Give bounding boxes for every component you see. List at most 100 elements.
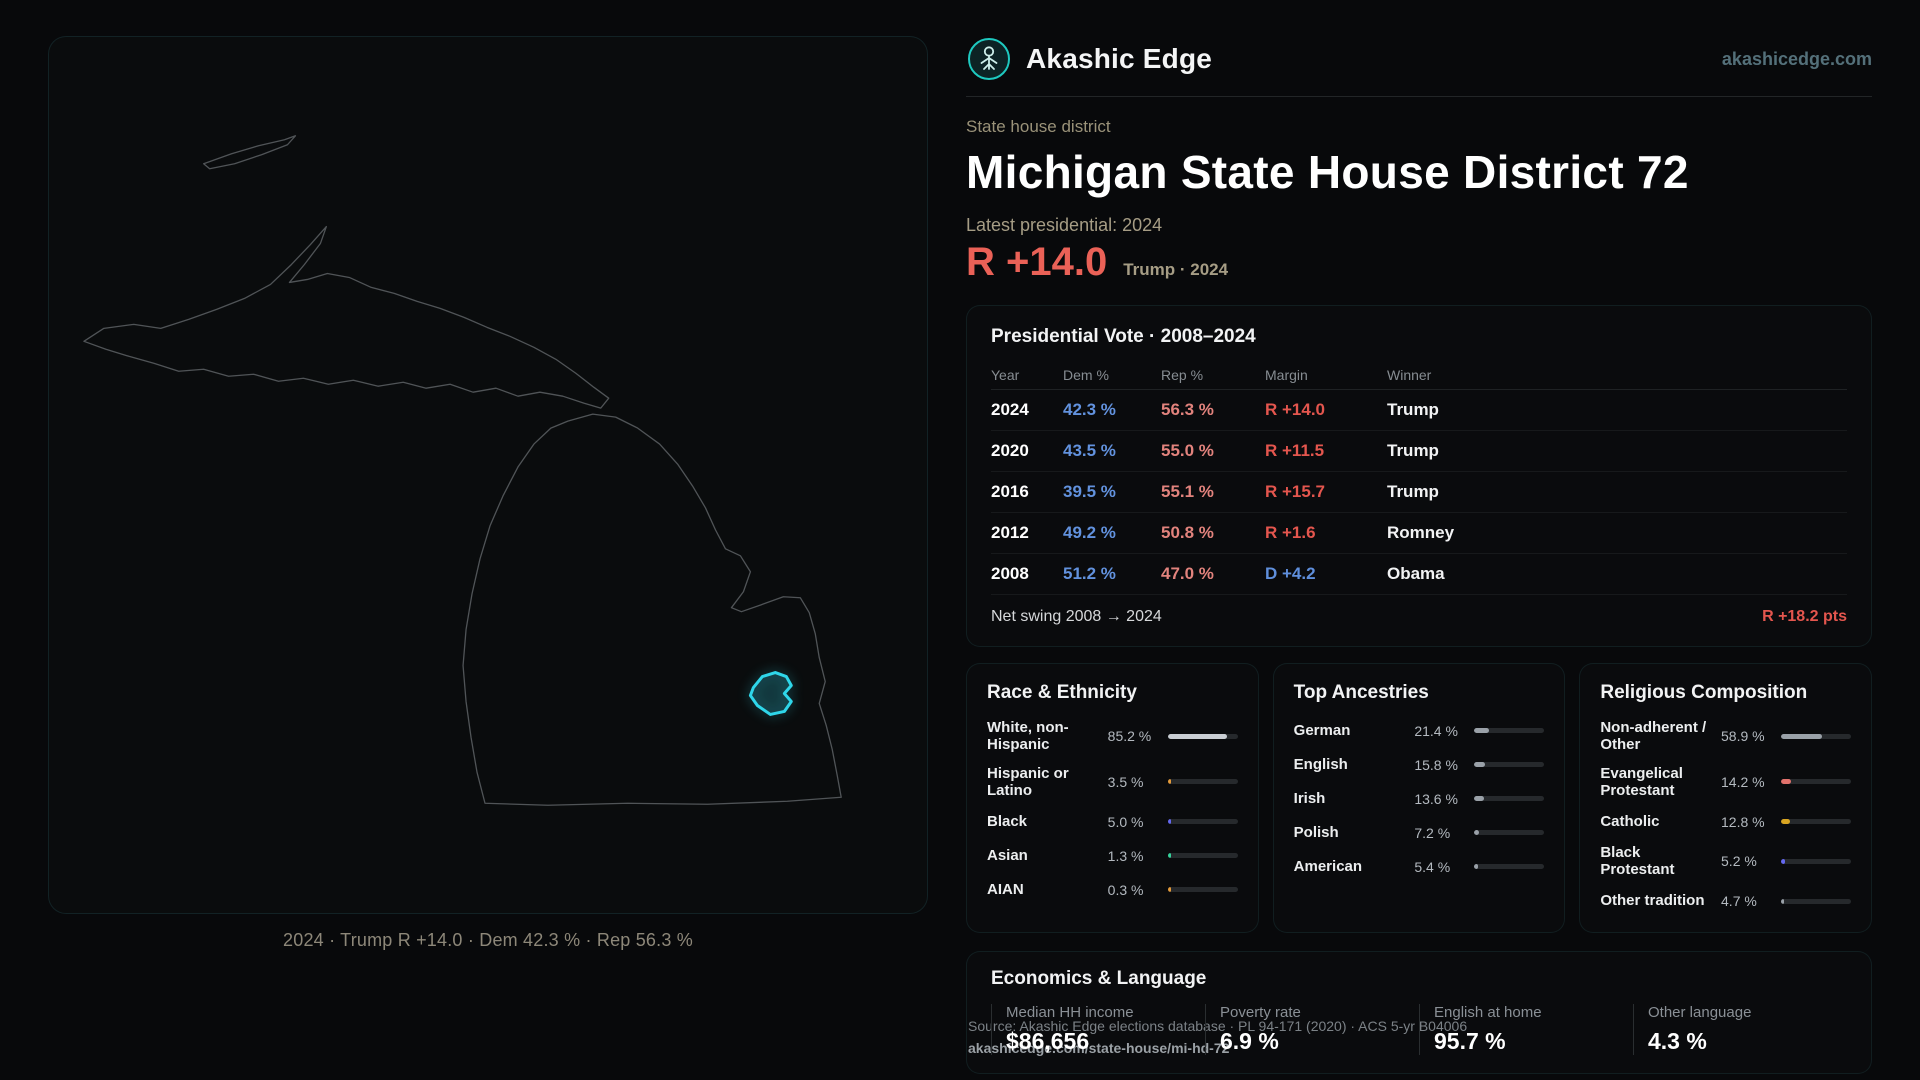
stat-value: 58.9 %	[1721, 728, 1765, 745]
stat-label: Black	[987, 812, 1028, 830]
stat-value: 5.4 %	[1414, 858, 1451, 875]
stat-value: 0.3 %	[1107, 881, 1144, 898]
stat-row: Black Protestant 5.2 %	[1600, 844, 1852, 879]
masthead: Akashic Edge akashicedge.com	[966, 36, 1872, 97]
stat-label: English	[1293, 755, 1348, 773]
cell-dem: 39.5 %	[1063, 482, 1116, 501]
stat-bar-track	[1781, 819, 1852, 824]
cell-dem: 42.3 %	[1063, 400, 1116, 419]
stat-value: 13.6 %	[1414, 790, 1458, 807]
headline-margin: R +14.0	[966, 240, 1108, 284]
top-ancestries-card: Top Ancestries German 21.4 % English 15.…	[1272, 663, 1566, 933]
stat-bar-fill	[1167, 853, 1171, 858]
stat-label: Non-adherent / Other	[1600, 719, 1707, 754]
col-header-year: Year	[991, 366, 1020, 383]
page-title: Michigan State House District 72	[966, 146, 1689, 198]
presidential-card-title: Presidential Vote · 2008–2024	[991, 326, 1256, 347]
econ-stat-label: English at home	[1434, 1003, 1542, 1021]
stat-bar-fill	[1474, 728, 1490, 733]
cell-winner: Obama	[1387, 564, 1445, 583]
bar-rows: German 21.4 % English 15.8 % Irish 13.6 …	[1294, 719, 1545, 878]
card-title: Economics & Language	[991, 967, 1207, 989]
race-ethnicity-card: Race & Ethnicity White, non-Hispanic 85.…	[966, 663, 1259, 933]
isle-royale-outline	[203, 135, 297, 170]
table-header-row: Year Dem % Rep % Margin Winner	[991, 360, 1847, 390]
econ-stat-value: $86,656	[1006, 1027, 1090, 1054]
stat-label: White, non-Hispanic	[987, 719, 1069, 754]
econ-stat-value: 6.9 %	[1220, 1027, 1279, 1054]
brand-domain[interactable]: akashicedge.com	[1721, 48, 1872, 69]
stat-value: 21.4 %	[1414, 722, 1458, 739]
upper-peninsula-outline	[83, 225, 610, 409]
stat-bar-track	[1167, 779, 1238, 785]
stat-bar-fill	[1167, 733, 1228, 739]
stat-value: 12.8 %	[1721, 813, 1765, 830]
stat-row: Evangelical Protestant 14.2 %	[1600, 764, 1852, 800]
econ-stat-value: 95.7 %	[1434, 1027, 1506, 1054]
cell-rep: 55.1 %	[1161, 482, 1214, 501]
stat-bar-track	[1781, 779, 1852, 785]
cell-margin: R +11.5	[1265, 441, 1325, 460]
econ-stat: English at home 95.7 %	[1419, 1003, 1633, 1055]
latest-presidential-label: Latest presidential: 2024	[966, 215, 1163, 235]
stat-row: English 15.8 %	[1294, 753, 1545, 776]
stat-value: 5.0 %	[1107, 813, 1144, 830]
table-row: 2008 51.2 % 47.0 % D +4.2 Obama	[991, 554, 1847, 595]
card-title: Religious Composition	[1600, 682, 1808, 703]
cell-year: 2016	[991, 482, 1029, 501]
stat-bar-track	[1474, 830, 1545, 835]
stat-bar-track	[1474, 762, 1545, 767]
econ-stat-label: Other language	[1648, 1003, 1752, 1021]
stat-row: Black 5.0 %	[987, 810, 1238, 833]
lower-peninsula-outline	[462, 413, 842, 806]
stat-bar-track	[1167, 733, 1238, 739]
col-header-dem: Dem %	[1063, 366, 1109, 383]
stat-label: Polish	[1293, 823, 1339, 841]
stat-bar-track	[1167, 819, 1238, 824]
stat-row: Hispanic or Latino 3.5 %	[987, 765, 1238, 800]
source-line: Source: Akashic Edge elections database …	[968, 1018, 1468, 1035]
stat-bar-fill	[1781, 819, 1790, 824]
stat-bar-track	[1781, 898, 1852, 904]
stat-row: AIAN 0.3 %	[987, 878, 1238, 901]
econ-stat-value: 4.3 %	[1648, 1027, 1707, 1054]
cell-margin: D +4.2	[1265, 564, 1316, 583]
stat-value: 5.2 %	[1721, 853, 1757, 870]
cell-dem: 49.2 %	[1063, 523, 1116, 542]
table-row: 2016 39.5 % 55.1 % R +15.7 Trump	[991, 472, 1847, 513]
card-title: Race & Ethnicity	[987, 682, 1137, 703]
district-map-panel	[48, 36, 928, 914]
cell-margin: R +1.6	[1265, 523, 1316, 542]
table-row: 2012 49.2 % 50.8 % R +1.6 Romney	[991, 513, 1847, 554]
econ-stat: Other language 4.3 %	[1633, 1003, 1847, 1055]
econ-stat: Median HH income $86,656	[991, 1003, 1205, 1055]
col-header-margin: Margin	[1265, 366, 1308, 383]
stat-bar-fill	[1167, 779, 1171, 785]
stat-bar-fill	[1781, 858, 1785, 864]
net-swing-row: Net swing 2008 → 2024 R +18.2 pts	[991, 595, 1847, 636]
brand-logo-icon[interactable]	[966, 36, 1012, 82]
permalink[interactable]: akashicedge.com/state-house/mi-hd-72	[968, 1039, 1230, 1056]
stat-row: Non-adherent / Other 58.9 %	[1600, 719, 1852, 754]
cell-year: 2012	[991, 523, 1029, 542]
cell-year: 2008	[991, 564, 1029, 583]
district-72-shape[interactable]	[748, 671, 793, 716]
stat-label: Irish	[1293, 789, 1326, 807]
stat-value: 4.7 %	[1721, 893, 1757, 909]
stat-row: White, non-Hispanic 85.2 %	[987, 719, 1238, 754]
cell-winner: Romney	[1387, 523, 1455, 542]
stat-label: American	[1293, 857, 1363, 875]
cell-year: 2020	[991, 441, 1029, 460]
cell-rep: 47.0 %	[1161, 564, 1214, 583]
stat-bar-fill	[1474, 830, 1480, 835]
michigan-map	[83, 135, 842, 806]
net-swing-value: R +18.2 pts	[1762, 608, 1847, 625]
stat-bar-fill	[1474, 796, 1484, 801]
stat-bar-fill	[1167, 887, 1171, 892]
col-header-winner: Winner	[1387, 366, 1432, 383]
stat-label: Catholic	[1600, 812, 1660, 830]
stat-label: Evangelical Protestant	[1600, 764, 1683, 799]
stat-bar-fill	[1781, 779, 1791, 785]
stat-label: Asian	[987, 846, 1028, 864]
